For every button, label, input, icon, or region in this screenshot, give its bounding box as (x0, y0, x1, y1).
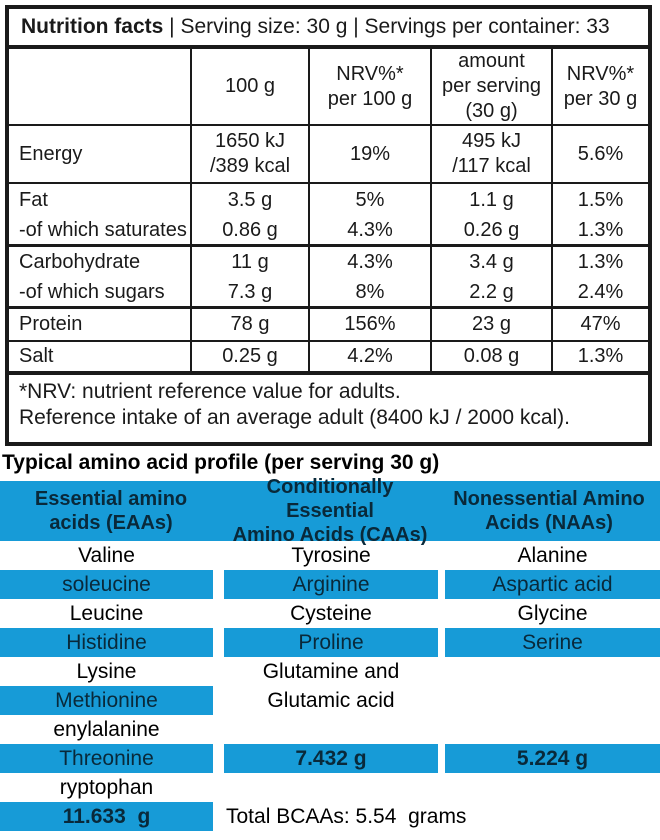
nutrient-value: 5% (310, 184, 432, 216)
amino-cell: Glycine (517, 601, 588, 625)
nutrient-value: 1.5% (577, 188, 624, 211)
nutrient-value: 2.2 g (432, 278, 553, 306)
nutrient-value: 0.86 g (192, 216, 310, 244)
amino-cell: Total BCAAs: 5.54 grams (226, 804, 467, 828)
amino-column-conditionally-essential-amino-acids: Tyrosine Arginine Cysteine Proline Glutamine… (224, 541, 467, 831)
nutrient-label: Energy (9, 126, 192, 182)
nutrition-facts-table: Nutrition facts | Serving size: 30 g | S… (5, 5, 652, 446)
nutrient-row: -of which sugars 7.3 g 8% 2.2 g 2.4% (9, 278, 648, 309)
nutrient-label: -of which sugars (9, 278, 192, 306)
nutrient-label: Protein (9, 309, 192, 340)
amino-cell-empty (224, 773, 438, 802)
nutrient-value: 0.26 g (432, 216, 553, 244)
nutrient-value: 1.3% (577, 218, 624, 241)
amino-cell: Threonine (0, 744, 213, 773)
amino-cell-empty (224, 715, 438, 744)
nrv-footnote: *NRV: nutrient reference value for adult… (9, 375, 648, 442)
amino-cell-empty (445, 802, 660, 831)
amino-cell: Tyrosine (291, 543, 371, 567)
nutrient-value: 4.2% (310, 342, 432, 371)
amino-cell: Aspartic acid (445, 570, 660, 599)
nutrient-value: 2.4% (577, 280, 624, 303)
nutrient-value: 5.6% (577, 142, 624, 165)
amino-cell: Alanine (517, 543, 588, 567)
amino-cell: Serine (445, 628, 660, 657)
column-header-cell: NRV%* per 30 g (563, 62, 638, 110)
nutrient-value: 1.3% (577, 345, 624, 367)
amino-cell: Histidine (0, 628, 213, 657)
nutrient-value: 1.1 g (432, 184, 553, 216)
nutrient-label: Fat (9, 184, 192, 216)
nutrient-value: 156% (310, 309, 432, 340)
nutrient-value: 47% (580, 313, 621, 335)
amino-cell: Leucine (69, 601, 144, 625)
amino-cell: 11.633 g (0, 802, 213, 831)
nutrient-value: 3.4 g (432, 247, 553, 278)
nutrition-facts-title-row: Nutrition facts | Serving size: 30 g | S… (9, 9, 648, 49)
nutrient-label: -of which saturates (9, 216, 192, 244)
column-header-cell (9, 49, 192, 124)
amino-cell: Glutamic acid (267, 688, 395, 712)
amino-cell: 7.432 g (224, 744, 438, 773)
amino-cell: Valine (78, 543, 135, 567)
amino-cell: enylalanine (53, 717, 160, 741)
nutrient-label: Carbohydrate (9, 247, 192, 278)
nutrient-value: 78 g (192, 309, 310, 340)
amino-profile-title: Typical amino acid profile (per serving … (2, 451, 440, 474)
amino-column-essential-amino-acids: Valine soleucine Leucine Histidine Lysine Met… (0, 541, 213, 831)
nutrient-value: 0.08 g (432, 342, 553, 371)
amino-cell: Glutamine and (262, 659, 400, 683)
amino-cell-empty (445, 715, 660, 744)
amino-cell: Lysine (76, 659, 137, 683)
amino-column-header: Nonessential Amino Acids (NAAs) (453, 488, 645, 534)
column-header-row: 100 g NRV%* per 100 g amount per serving (… (9, 49, 648, 126)
amino-cell: Methionine (0, 686, 213, 715)
amino-cell-empty (445, 657, 660, 686)
nutrient-value: 495 kJ /117 kcal (432, 126, 553, 182)
nutrient-row: Energy 1650 kJ /389 kcal 19% 495 kJ /117 kc… (9, 126, 648, 184)
nutrient-value: 7.3 g (192, 278, 310, 306)
nutrient-value: 19% (310, 126, 432, 182)
serving-info-text: | Serving size: 30 g | Servings per cont… (163, 15, 610, 38)
nutrient-value: 23 g (432, 309, 553, 340)
nutrition-facts-title: Nutrition facts (21, 15, 164, 38)
nrv-footnote-line2: Reference intake of an average adult (84… (19, 406, 571, 429)
nutrient-value: 11 g (192, 247, 310, 278)
amino-column-header: Essential amino acids (EAAs) (34, 488, 188, 534)
nrv-footnote-line1: *NRV: nutrient reference value for adult… (19, 380, 401, 403)
column-header-cell: amount per serving (30 g) (432, 49, 553, 124)
nutrient-row: -of which saturates 0.86 g 4.3% 0.26 g 1.3% (9, 216, 648, 247)
amino-column-nonessential-amino-acids: Alanine Aspartic acid Glycine Serine 5.224 g (445, 541, 660, 831)
amino-cell-empty (445, 773, 660, 802)
column-header-cell: 100 g (192, 49, 310, 124)
column-header-cell: NRV%* per 100 g (310, 49, 432, 124)
nutrient-label: Salt (9, 342, 192, 371)
nutrient-value: 3.5 g (192, 184, 310, 216)
amino-cell: ryptophan (59, 775, 154, 799)
nutrient-row: Protein 78 g 156% 23 g 47% (9, 309, 648, 342)
nutrient-row: Fat 3.5 g 5% 1.1 g 1.5% (9, 184, 648, 216)
nutrient-value: 4.3% (310, 247, 432, 278)
nutrient-value: 8% (310, 278, 432, 306)
nutrient-value: 1.3% (577, 251, 624, 273)
amino-column-header: Conditionally Essential Amino Acids (CAA… (232, 476, 428, 546)
amino-header-band: Essential amino acids (EAAs) Conditionall… (0, 476, 660, 546)
nutrient-value: 0.25 g (192, 342, 310, 371)
amino-cell: Cysteine (290, 601, 372, 625)
amino-cell: Proline (224, 628, 438, 657)
amino-cell: 5.224 g (445, 744, 660, 773)
nutrient-value: 1650 kJ /389 kcal (192, 126, 310, 182)
amino-cell: soleucine (0, 570, 213, 599)
amino-cell-empty (445, 686, 660, 715)
nutrient-value: 4.3% (310, 216, 432, 244)
nutrient-row: Salt 0.25 g 4.2% 0.08 g 1.3% (9, 342, 648, 375)
nutrient-rows: Energy 1650 kJ /389 kcal 19% 495 kJ /117 kc… (9, 126, 648, 375)
amino-cell: Arginine (224, 570, 438, 599)
nutrient-row: Carbohydrate 11 g 4.3% 3.4 g 1.3% (9, 247, 648, 278)
